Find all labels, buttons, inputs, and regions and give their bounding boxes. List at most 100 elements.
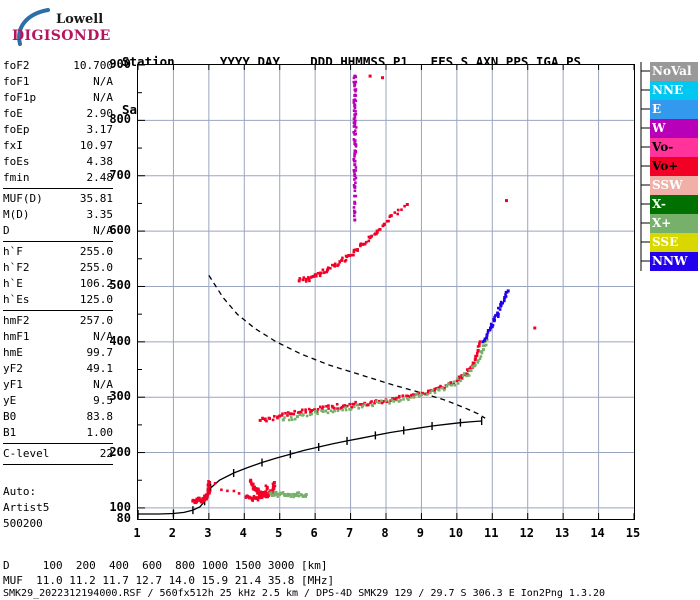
echo-point [353,85,356,88]
y-axis-label: 600 [91,223,131,237]
echo-point [354,90,357,93]
echo-point [284,494,287,497]
echo-point [360,242,363,245]
echo-point [322,269,325,272]
echo-point [206,496,209,499]
echo-point [355,81,358,84]
param-row: M(D) 3.35 [3,207,113,223]
param-key: hmE [3,345,23,361]
echo-point [385,399,388,402]
legend-item-sse[interactable]: SSE [650,233,698,252]
param-value: 49.1 [87,361,114,377]
x-axis-label: 7 [338,526,362,540]
echo-point [287,411,290,414]
echo-point [497,315,500,318]
echo-point [370,235,373,238]
echo-point [405,395,408,398]
echo-point [473,362,476,365]
series-fill-high-angle-spread-mixed- [483,291,508,342]
echo-point [506,291,509,294]
param-value: 1.00 [87,425,114,441]
echo-point [356,404,359,407]
echo-point [294,495,297,498]
table-divider [3,188,113,189]
echo-point [371,405,374,408]
echo-point [329,267,332,270]
echo-point [447,382,450,385]
legend-item-nnw[interactable]: NNW [650,252,698,271]
echo-point [476,355,479,358]
echo-point [403,205,406,208]
table-divider [3,464,113,465]
echo-point [327,412,330,415]
ionogram-canvas [138,65,634,519]
echo-point [207,480,210,483]
legend-item-nne[interactable]: NNE [650,81,698,100]
echo-point [354,110,357,113]
legend-item-vo-[interactable]: Vo+ [650,157,698,176]
legend-item-x-[interactable]: X- [650,195,698,214]
echo-point [354,181,357,184]
param-value: 255.0 [80,260,113,276]
echo-point [389,215,392,218]
echo-point [247,495,250,498]
legend-item-vo-[interactable]: Vo- [650,138,698,157]
legend-bracket [640,62,650,271]
param-key: h`Es [3,292,30,308]
echo-point [341,406,344,409]
param-group-virtual-heights: h`F 255.0 h`F2 255.0 h`E 106.2 h`Es 125.… [3,244,113,308]
y-axis-label: 400 [91,334,131,348]
echo-point [306,415,309,418]
echo-point [437,388,440,391]
legend-item-w[interactable]: W [650,119,698,138]
echo-point [354,94,357,97]
echo-point [431,389,434,392]
param-value: 125.0 [80,292,113,308]
echo-point [352,254,355,257]
echo-point [260,493,263,496]
param-row: B0 83.8 [3,409,113,425]
echo-point [468,369,471,372]
ionogram-plot-area[interactable] [137,64,635,520]
x-axis-label: 12 [515,526,539,540]
echo-point [481,350,484,353]
echo-point [354,401,357,404]
x-axis-label: 1 [125,526,149,540]
param-key: fmin [3,170,30,186]
echo-point [337,263,340,266]
echo-point [380,400,383,403]
echo-point [494,314,497,317]
param-key: hmF1 [3,329,30,345]
series-fill-f2-o-trace-vo- [261,342,481,422]
echo-point [345,409,348,412]
echo-point [376,231,379,234]
legend-item-e[interactable]: E [650,100,698,119]
echo-point [309,411,312,414]
auto-label: Auto: [3,484,49,500]
echo-point [501,302,504,305]
legend-item-x-[interactable]: X+ [650,214,698,233]
legend-item-noval[interactable]: NoVal [650,62,698,81]
polarization-legend[interactable]: NoVal NNE E W Vo- Vo+ SSW X- X+ SSE NNW [650,62,698,271]
echo-point [304,495,307,498]
table-divider [3,310,113,311]
legend-item-ssw[interactable]: SSW [650,176,698,195]
echo-point [483,340,486,343]
echo-point [298,495,301,498]
echo-point [353,101,356,104]
echo-point [533,327,536,330]
echo-point [368,236,371,239]
echo-point [356,248,359,251]
x-axis-label: 6 [302,526,326,540]
param-key: hmF2 [3,313,30,329]
echo-point [272,419,275,422]
echo-point [489,329,492,332]
param-row: hmF2 257.0 [3,313,113,329]
echo-point [310,276,313,279]
param-value: N/A [93,74,113,90]
echo-point [354,190,357,193]
echo-point [497,313,500,316]
echo-point [355,166,358,169]
param-row: foF1p N/A [3,90,113,106]
echo-point [434,392,437,395]
